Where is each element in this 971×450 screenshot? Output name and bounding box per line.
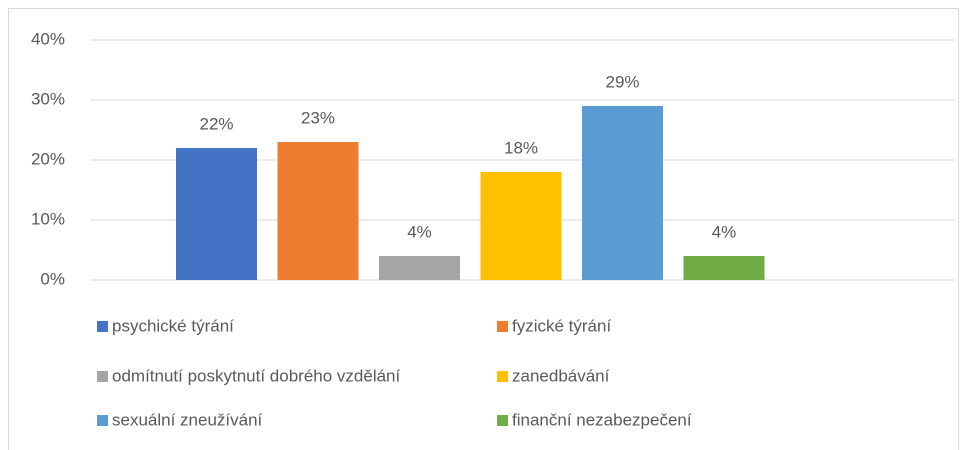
legend-label: psychické týrání [112,316,234,335]
data-label: 22% [199,114,233,133]
legend-swatch [97,321,108,332]
y-tick-label: 30% [31,89,65,108]
y-tick-label: 40% [31,29,65,48]
bar [176,148,257,280]
legend-swatch [497,321,508,332]
legend-label: finanční nezabezpečení [512,410,692,429]
legend-label: sexuální zneužívání [112,410,263,429]
data-label: 4% [407,222,432,241]
legend-label: zanedbávání [512,366,610,385]
legend-swatch [497,415,508,426]
y-tick-label: 0% [40,269,65,288]
y-tick-label: 10% [31,209,65,228]
data-label: 29% [605,72,639,91]
legend-swatch [97,415,108,426]
data-label: 4% [712,222,737,241]
legend-swatch [97,371,108,382]
data-label: 18% [504,138,538,157]
data-label: 23% [301,108,335,127]
legend-label: odmítnutí poskytnutí dobrého vzdělání [112,366,401,385]
y-tick-label: 20% [31,149,65,168]
bar [379,256,460,280]
bar [480,172,562,280]
bar [683,256,765,280]
legend-label: fyzické týrání [512,316,611,335]
bar [582,106,663,280]
legend-swatch [497,371,508,382]
bar [277,142,359,280]
